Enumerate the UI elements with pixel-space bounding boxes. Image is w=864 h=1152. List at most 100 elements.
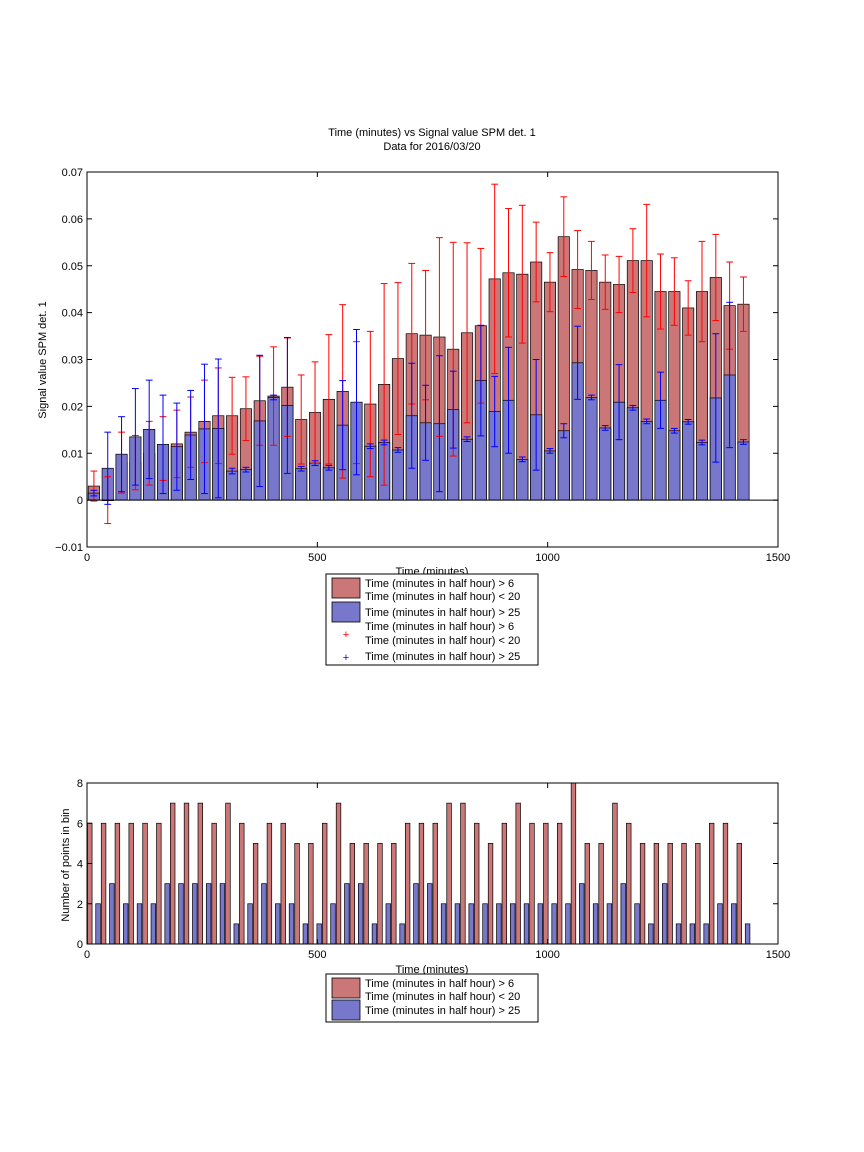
chart1-errorbar-red bbox=[712, 233, 720, 322]
chart2-bar-blue bbox=[482, 903, 488, 945]
chart1-ytick-label: 0.03 bbox=[62, 355, 83, 367]
chart1-errorbar-blue bbox=[574, 325, 582, 400]
chart2-legend-label-red-1: Time (minutes in half hour) > 6 bbox=[365, 978, 514, 990]
chart2-bar-blue bbox=[344, 883, 350, 945]
chart1-errorbar-blue bbox=[546, 448, 554, 454]
chart1-errorbar-red bbox=[560, 196, 568, 278]
chart2-bar-red bbox=[653, 843, 660, 945]
chart1-errorbar-blue bbox=[657, 371, 664, 429]
chart2-bar-red bbox=[501, 822, 508, 945]
chart1-errorbar-blue bbox=[629, 404, 637, 411]
chart1-errorbar-blue bbox=[283, 336, 291, 474]
chart2-ytick-label: 2 bbox=[77, 899, 83, 911]
chart2-ytick-label: 4 bbox=[77, 859, 83, 871]
chart2-bar-red bbox=[335, 802, 342, 945]
chart2-bar-red bbox=[404, 822, 411, 945]
chart1-bar-blue bbox=[626, 407, 639, 501]
chart2-bar-blue bbox=[385, 903, 391, 945]
chart2-bar-blue bbox=[675, 923, 682, 945]
chart1-errorbar-red bbox=[532, 221, 540, 303]
chart2-axis-ticks: 0 500 1000 1500 0 2 4 6 8 bbox=[77, 778, 790, 961]
chart2-legend-patch-red bbox=[331, 977, 361, 999]
chart1-bar-blue bbox=[516, 458, 529, 501]
chart1-errorbar-blue bbox=[187, 389, 195, 480]
chart1-title: Time (minutes) vs Signal value SPM det. … bbox=[328, 127, 535, 139]
chart1-errorbar-blue bbox=[214, 358, 222, 499]
chart2-bar-blue bbox=[178, 883, 184, 945]
chart2-bar-red bbox=[349, 843, 355, 945]
chart1-bar-blue bbox=[668, 430, 681, 501]
chart1-legend-errlabel-red-2: Time (minutes in half hour) < 20 bbox=[365, 635, 520, 647]
chart2-bar-red bbox=[709, 822, 715, 945]
chart1-errorbar-blue bbox=[560, 423, 568, 439]
chart1-legend-label-red-2: Time (minutes in half hour) < 20 bbox=[365, 591, 520, 603]
chart2-bar-red bbox=[667, 843, 673, 945]
chart2-bar-red bbox=[308, 843, 314, 945]
chart2-bar-blue bbox=[247, 903, 253, 945]
chart1-errorbar-blue bbox=[131, 388, 139, 486]
chart2-bar-red bbox=[280, 822, 286, 945]
chart2-bar-blue bbox=[634, 903, 640, 945]
chart2-bar-blue bbox=[413, 883, 419, 945]
chart1-errorbar-blue bbox=[615, 364, 623, 441]
chart2-bar-red bbox=[294, 843, 300, 945]
chart2-xlabel: Time (minutes) bbox=[396, 964, 469, 976]
chart1-errorbar-red bbox=[574, 230, 582, 309]
chart2-bar-blue bbox=[620, 883, 626, 945]
chart2-bar-red bbox=[100, 822, 107, 945]
chart1-errorbar-blue bbox=[422, 384, 429, 461]
chart2-bar-blue bbox=[302, 923, 309, 945]
chart1-errorbar-blue bbox=[491, 375, 499, 448]
chart2-bar-blue bbox=[219, 883, 226, 945]
chart1-errorbar-blue bbox=[228, 467, 236, 475]
chart2-xtick-label: 500 bbox=[308, 949, 326, 961]
chart1-errorbar-red bbox=[366, 330, 374, 478]
chart1-errorbar-blue bbox=[380, 439, 388, 446]
chart2-bar-red bbox=[142, 822, 148, 945]
chart1-errorbar-blue bbox=[325, 464, 333, 471]
chart2-bar-red bbox=[322, 822, 328, 945]
chart1-bar-blue bbox=[640, 421, 653, 501]
chart2-bar-red bbox=[570, 782, 577, 945]
chart1-errorbar-red bbox=[546, 252, 554, 313]
chart1-errorbars-blue bbox=[90, 301, 747, 505]
chart1-errorbar-red bbox=[463, 242, 471, 424]
chart2-bar-blue bbox=[744, 923, 751, 945]
chart1-errorbar-blue bbox=[256, 354, 264, 488]
chart2-bar-red bbox=[626, 822, 632, 945]
chart1-errorbar-blue bbox=[532, 359, 540, 471]
chart2-legend-box bbox=[325, 973, 539, 1023]
chart2-bar-red bbox=[598, 843, 604, 945]
chart2-bar-blue bbox=[717, 903, 723, 945]
chart2-bar-blue bbox=[192, 883, 198, 945]
chart2-bar-blue bbox=[288, 903, 295, 945]
chart1-errorbar-blue bbox=[505, 346, 512, 454]
chart1-errorbar-blue bbox=[90, 489, 98, 497]
chart2-xtick-label: 1500 bbox=[766, 949, 790, 961]
chart1-xtick-label: 500 bbox=[308, 552, 326, 564]
chart1-ylabel: Signal value SPM det. 1 bbox=[37, 301, 49, 418]
chart2-bar-blue bbox=[123, 903, 129, 945]
chart2-bar-blue bbox=[261, 883, 267, 945]
chart2-bar-red bbox=[487, 843, 494, 945]
chart2-bar-red bbox=[736, 843, 742, 945]
chart2-bar-blue bbox=[454, 903, 461, 945]
chart1-ytick-label: 0 bbox=[77, 495, 83, 507]
chart2-bar-blue bbox=[703, 923, 709, 945]
chart2-series-red bbox=[87, 782, 742, 945]
chart2-bar-red bbox=[183, 802, 190, 945]
chart1-errorbar-blue bbox=[643, 418, 651, 425]
chart2-bar-blue bbox=[357, 883, 364, 945]
chart2-bar-red bbox=[211, 822, 217, 945]
chart2-ytick-label: 8 bbox=[77, 778, 83, 790]
chart2-bar-blue bbox=[427, 883, 433, 945]
chart1-errorbar-blue bbox=[145, 379, 153, 480]
chart1-bar-blue bbox=[309, 462, 322, 501]
chart2-bar-red bbox=[377, 843, 383, 945]
chart2-bar-red bbox=[474, 822, 480, 945]
chart2-bar-red bbox=[239, 822, 245, 945]
chart2-bar-red bbox=[391, 843, 397, 945]
chart2-legend-label-red-2: Time (minutes in half hour) < 20 bbox=[365, 991, 520, 1003]
chart2-bar-red bbox=[695, 843, 701, 945]
